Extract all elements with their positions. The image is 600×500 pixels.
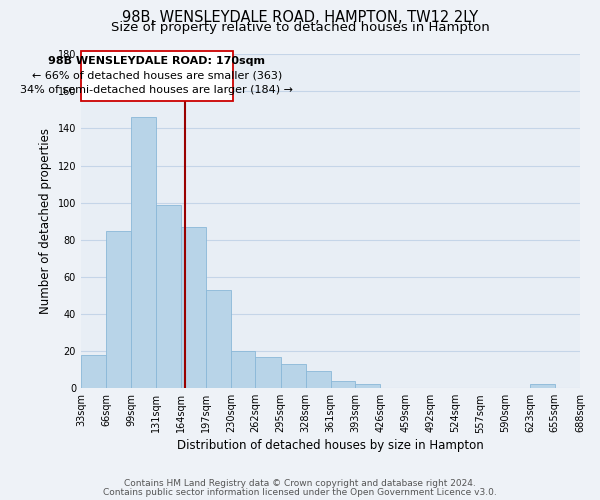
Text: 98B, WENSLEYDALE ROAD, HAMPTON, TW12 2LY: 98B, WENSLEYDALE ROAD, HAMPTON, TW12 2LY — [122, 10, 478, 25]
Y-axis label: Number of detached properties: Number of detached properties — [39, 128, 52, 314]
Bar — [305, 372, 331, 388]
Bar — [81, 355, 106, 388]
Text: ← 66% of detached houses are smaller (363): ← 66% of detached houses are smaller (36… — [32, 70, 282, 81]
Bar — [231, 351, 256, 388]
Text: 34% of semi-detached houses are larger (184) →: 34% of semi-detached houses are larger (… — [20, 85, 293, 95]
Text: Size of property relative to detached houses in Hampton: Size of property relative to detached ho… — [110, 22, 490, 35]
Bar — [256, 356, 281, 388]
Bar — [281, 364, 305, 388]
X-axis label: Distribution of detached houses by size in Hampton: Distribution of detached houses by size … — [177, 440, 484, 452]
Bar — [81, 50, 233, 100]
Text: Contains HM Land Registry data © Crown copyright and database right 2024.: Contains HM Land Registry data © Crown c… — [124, 478, 476, 488]
Bar — [331, 381, 355, 388]
Bar — [131, 118, 155, 388]
Text: Contains public sector information licensed under the Open Government Licence v3: Contains public sector information licen… — [103, 488, 497, 497]
Bar — [106, 230, 131, 388]
Text: 98B WENSLEYDALE ROAD: 170sqm: 98B WENSLEYDALE ROAD: 170sqm — [48, 56, 265, 66]
Bar — [155, 204, 181, 388]
Bar — [206, 290, 231, 388]
Bar — [355, 384, 380, 388]
Bar — [530, 384, 555, 388]
Bar — [181, 227, 206, 388]
